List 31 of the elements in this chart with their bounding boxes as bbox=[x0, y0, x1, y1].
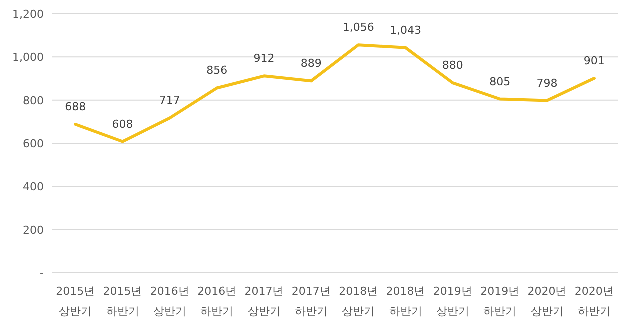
y-tick-label: 1,200 bbox=[12, 8, 44, 21]
x-tick-label: 2019년 상반기 bbox=[433, 285, 472, 318]
data-label: 1,056 bbox=[342, 21, 374, 34]
data-label: 717 bbox=[159, 94, 180, 108]
x-tick-label: 2016년 하반기 bbox=[198, 285, 237, 318]
data-label: 880 bbox=[442, 59, 464, 72]
x-tick-label: 2020년 하반기 bbox=[574, 285, 614, 318]
data-label: 608 bbox=[112, 118, 134, 131]
x-tick-label: 2019년 하반기 bbox=[480, 285, 520, 318]
x-tick-label: 2020년 상반기 bbox=[528, 285, 567, 318]
x-tick-label: 2016년 상반기 bbox=[150, 285, 190, 318]
x-tick-label: 2015년 상반기 bbox=[56, 285, 96, 318]
y-tick-label: 200 bbox=[23, 224, 44, 237]
data-label: 856 bbox=[206, 64, 228, 78]
data-label: 1,043 bbox=[390, 24, 422, 37]
data-label: 901 bbox=[584, 54, 605, 68]
data-label: 798 bbox=[536, 76, 558, 90]
x-tick-label: 2018년 상반기 bbox=[339, 285, 378, 318]
data-label: 688 bbox=[65, 100, 86, 114]
x-tick-label: 2017년 하반기 bbox=[292, 285, 331, 318]
y-tick-label: 1,000 bbox=[12, 51, 44, 64]
data-label: 889 bbox=[300, 57, 322, 70]
y-tick-label: 800 bbox=[23, 94, 44, 108]
x-tick-label: 2015년 하반기 bbox=[103, 285, 142, 318]
x-tick-label: 2018년 하반기 bbox=[386, 285, 426, 318]
y-tick-label: - bbox=[40, 267, 44, 280]
y-tick-label: 400 bbox=[23, 180, 44, 194]
data-label: 912 bbox=[254, 52, 275, 66]
x-tick-label: 2017년 상반기 bbox=[244, 285, 284, 318]
data-label: 805 bbox=[490, 75, 511, 88]
y-tick-label: 600 bbox=[23, 138, 44, 150]
